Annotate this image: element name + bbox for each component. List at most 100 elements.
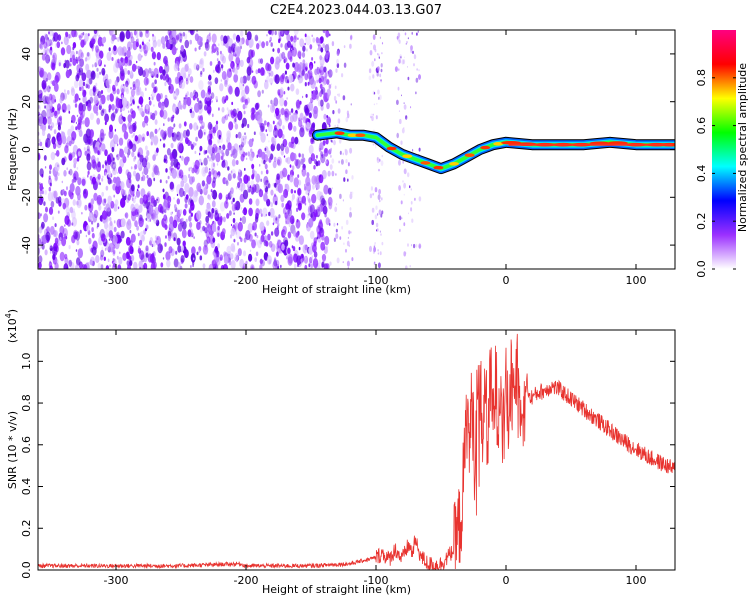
noise-speckle — [280, 43, 283, 48]
y-multiplier-close: ) — [6, 309, 19, 313]
streak-speckle — [333, 95, 337, 101]
noise-speckle — [116, 153, 120, 161]
noise-speckle — [129, 246, 134, 255]
noise-speckle — [165, 180, 168, 184]
streak-speckle — [414, 197, 416, 201]
noise-speckle — [215, 250, 220, 258]
noise-speckle — [142, 218, 144, 223]
noise-speckle — [173, 158, 179, 168]
noise-speckle — [131, 211, 137, 222]
noise-speckle — [199, 152, 201, 156]
noise-speckle — [208, 74, 212, 81]
noise-speckle — [78, 67, 84, 76]
streak-speckle — [379, 94, 382, 101]
noise-speckle — [109, 30, 114, 36]
noise-speckle — [64, 224, 66, 227]
noise-speckle — [122, 116, 126, 122]
noise-speckle — [220, 79, 223, 82]
noise-speckle — [268, 140, 270, 143]
noise-speckle — [103, 207, 106, 211]
noise-speckle — [152, 261, 157, 269]
noise-speckle — [132, 197, 136, 204]
noise-speckle — [175, 34, 180, 41]
noise-speckle — [68, 110, 71, 114]
noise-speckle — [120, 181, 125, 190]
noise-speckle — [242, 189, 249, 200]
noise-speckle — [53, 190, 58, 199]
streak-speckle — [350, 191, 352, 194]
streak-speckle — [341, 73, 344, 78]
streak-speckle — [372, 113, 374, 116]
noise-speckle — [211, 207, 215, 214]
noise-speckle — [98, 204, 102, 211]
noise-speckle — [70, 125, 75, 133]
noise-speckle — [318, 174, 324, 184]
noise-speckle — [101, 178, 104, 182]
noise-speckle — [102, 108, 105, 114]
noise-speckle — [212, 143, 218, 154]
noise-speckle — [131, 143, 137, 153]
noise-speckle — [176, 198, 180, 205]
streak-speckle — [334, 124, 336, 127]
noise-speckle — [302, 244, 308, 254]
noise-speckle — [204, 150, 207, 154]
noise-speckle — [225, 194, 229, 200]
noise-speckle — [108, 108, 111, 113]
noise-speckle — [125, 80, 129, 88]
streak-speckle — [407, 76, 410, 81]
noise-speckle — [147, 177, 153, 187]
noise-speckle — [302, 45, 306, 52]
noise-speckle — [244, 86, 248, 93]
noise-speckle — [257, 90, 261, 98]
noise-speckle — [193, 236, 195, 240]
noise-speckle — [184, 203, 188, 209]
noise-speckle — [179, 187, 184, 198]
noise-speckle — [328, 84, 332, 89]
noise-speckle — [226, 213, 230, 219]
noise-speckle — [141, 234, 145, 242]
noise-speckle — [318, 147, 322, 152]
noise-speckle — [285, 57, 288, 63]
noise-speckle — [45, 54, 51, 64]
noise-speckle — [100, 233, 106, 242]
noise-speckle — [52, 216, 55, 220]
noise-speckle — [188, 30, 190, 33]
streak-speckle — [377, 252, 379, 255]
noise-speckle — [68, 153, 73, 161]
noise-speckle — [312, 37, 316, 43]
noise-speckle — [152, 33, 154, 37]
noise-speckle — [128, 110, 130, 113]
noise-speckle — [163, 57, 166, 64]
noise-speckle — [307, 192, 310, 196]
noise-speckle — [42, 71, 48, 81]
noise-speckle — [86, 153, 91, 162]
noise-speckle — [211, 259, 217, 268]
noise-speckle — [181, 155, 184, 161]
noise-speckle — [173, 258, 179, 268]
noise-speckle — [162, 69, 166, 76]
noise-speckle — [326, 116, 331, 125]
noise-speckle — [243, 237, 247, 243]
noise-speckle — [121, 153, 126, 160]
noise-speckle — [120, 113, 123, 117]
noise-speckle — [228, 210, 232, 216]
noise-speckle — [71, 179, 75, 184]
noise-speckle — [237, 248, 242, 257]
noise-speckle — [38, 104, 41, 113]
streak-speckle — [351, 175, 354, 180]
noise-speckle — [260, 170, 263, 175]
noise-speckle — [248, 207, 253, 217]
noise-speckle — [265, 169, 269, 175]
x-tick-label: -100 — [364, 574, 389, 587]
noise-speckle — [142, 136, 145, 142]
noise-speckle — [107, 170, 112, 178]
streak-speckle — [349, 211, 352, 218]
noise-speckle — [163, 123, 165, 127]
noise-speckle — [250, 148, 253, 154]
streak-speckle — [418, 74, 421, 80]
streak-speckle — [348, 230, 351, 235]
noise-speckle — [312, 184, 315, 190]
noise-speckle — [277, 239, 282, 249]
noise-speckle — [321, 154, 324, 159]
noise-speckle — [318, 44, 320, 47]
